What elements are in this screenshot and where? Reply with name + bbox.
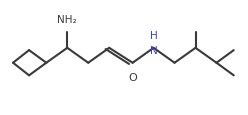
Text: O: O [128, 72, 137, 82]
Text: N: N [150, 46, 157, 56]
Text: NH₂: NH₂ [58, 15, 77, 25]
Text: H: H [150, 31, 157, 41]
